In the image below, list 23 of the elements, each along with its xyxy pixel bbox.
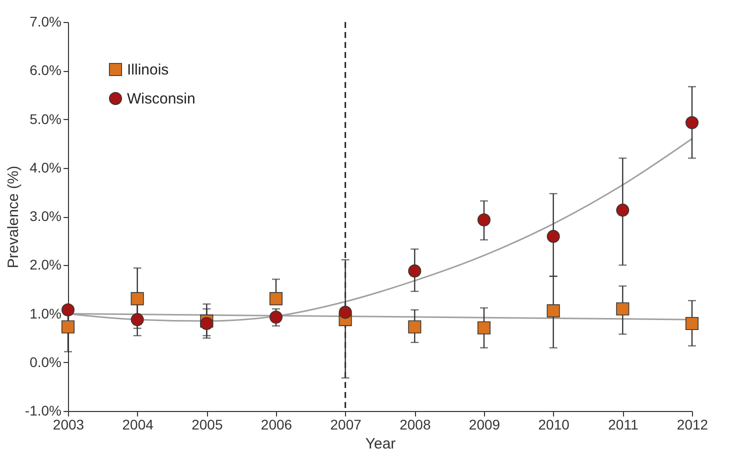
y-tick-label: 7.0%: [30, 14, 62, 30]
x-tick-label: 2008: [400, 416, 431, 432]
x-tick-label: 2005: [192, 416, 223, 432]
y-tick-label: 5.0%: [30, 110, 62, 127]
y-tick-label: 6.0%: [30, 62, 62, 78]
legend-label: Illinois: [127, 62, 169, 78]
y-tick-label: 2.0%: [30, 256, 62, 273]
y-tick-label: -1.0%: [24, 402, 62, 418]
y-tick-label: 1.0%: [30, 305, 62, 322]
x-tick-label: 2006: [260, 416, 292, 432]
x-tick-label: 2009: [468, 416, 500, 432]
y-tick-label: 4.0%: [30, 159, 62, 176]
y-axis-title: Prevalence (%): [4, 166, 22, 268]
x-tick-label: 2003: [52, 416, 84, 432]
legend-label: Wisconsin: [127, 90, 196, 108]
x-tick-label: 2011: [608, 416, 638, 432]
y-tick-label: 0.0%: [30, 354, 62, 370]
x-tick-label: 2012: [676, 416, 708, 432]
y-tick-label: 3.0%: [30, 208, 62, 224]
x-tick-label: 2007: [330, 416, 362, 432]
x-tick-label: 2010: [538, 416, 570, 432]
x-axis-title: Year: [365, 436, 396, 452]
x-tick-label: 2004: [122, 416, 154, 432]
